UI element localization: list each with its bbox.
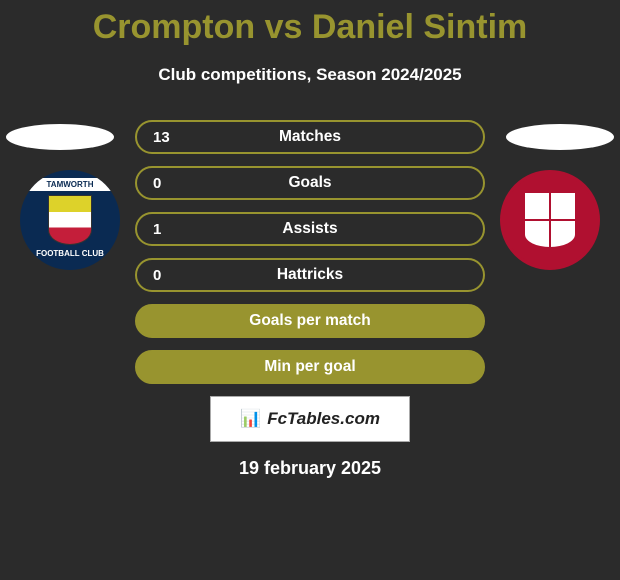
stat-label: Hattricks	[277, 266, 343, 284]
stat-label: Min per goal	[264, 358, 355, 376]
brand-chart-icon: 📊	[240, 409, 261, 429]
stats-container: 13 Matches 0 Goals 1 Assists 0 Hattricks…	[135, 120, 485, 479]
stat-bar-goals-per-match: Goals per match	[135, 304, 485, 338]
player-photo-left	[6, 124, 114, 150]
stat-bar-matches: 13 Matches	[135, 120, 485, 154]
brand-text: FcTables.com	[267, 409, 380, 429]
crest-left-bottom-text: FOOTBALL CLUB	[36, 249, 104, 258]
stat-label: Matches	[279, 128, 341, 146]
page-subtitle: Club competitions, Season 2024/2025	[0, 65, 620, 85]
club-crest-right	[500, 170, 600, 270]
stat-value-left: 1	[153, 221, 161, 238]
crest-right-shield-icon	[523, 191, 577, 249]
date-text: 19 february 2025	[135, 458, 485, 479]
player-photo-right	[506, 124, 614, 150]
crest-left-shield-icon	[48, 195, 92, 245]
crest-left-top-text: TAMWORTH	[20, 178, 120, 191]
brand-box[interactable]: 📊 FcTables.com	[210, 396, 410, 442]
stat-label: Goals per match	[249, 312, 370, 330]
stat-bar-min-per-goal: Min per goal	[135, 350, 485, 384]
stat-label: Goals	[288, 174, 331, 192]
page-title: Crompton vs Daniel Sintim	[0, 0, 620, 47]
stat-value-left: 0	[153, 267, 161, 284]
stat-bar-hattricks: 0 Hattricks	[135, 258, 485, 292]
stat-label: Assists	[282, 220, 337, 238]
club-crest-left: TAMWORTH FOOTBALL CLUB	[20, 170, 120, 270]
stat-value-left: 13	[153, 129, 170, 146]
stat-value-left: 0	[153, 175, 161, 192]
stat-bar-goals: 0 Goals	[135, 166, 485, 200]
stat-bar-assists: 1 Assists	[135, 212, 485, 246]
